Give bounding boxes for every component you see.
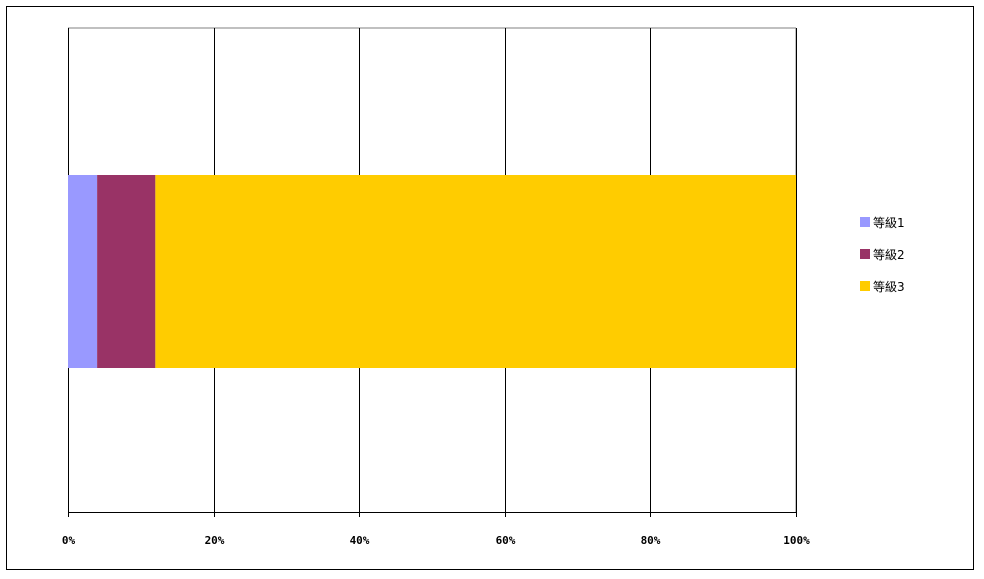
x-tick-label: 0%	[62, 534, 76, 547]
legend: 等級1 等級2 等級3	[860, 216, 905, 294]
legend-label: 等級1	[873, 216, 905, 230]
legend-swatch	[860, 217, 870, 227]
bar-segments	[68, 175, 797, 368]
legend-swatch	[860, 281, 870, 291]
x-tick-label: 100%	[783, 534, 810, 547]
x-tick-label: 20%	[205, 534, 225, 547]
bar-segment-3	[155, 175, 797, 368]
bar-segment-1	[68, 175, 98, 368]
legend-label: 等級3	[873, 280, 905, 294]
legend-label: 等級2	[873, 248, 905, 262]
x-tick-label: 40%	[350, 534, 370, 547]
x-tick-label: 60%	[496, 534, 516, 547]
x-axis: 0% 20% 40% 60% 80% 100%	[62, 512, 810, 547]
legend-swatch	[860, 249, 870, 259]
x-tick-label: 80%	[641, 534, 661, 547]
bar-segment-2	[97, 175, 156, 368]
